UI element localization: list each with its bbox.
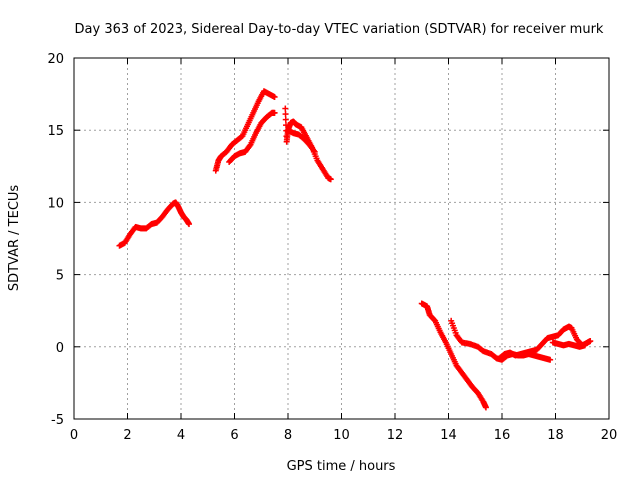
x-tick-label: 0: [70, 428, 78, 443]
x-tick-label: 2: [123, 428, 131, 443]
series-segment-1: [116, 199, 193, 249]
series-segment-5: [285, 127, 318, 155]
x-tick-label: 12: [387, 428, 404, 443]
data-point: [282, 105, 289, 112]
x-tick-label: 18: [547, 428, 564, 443]
data-point: [246, 142, 253, 149]
grid: [74, 58, 609, 419]
y-tick-label: -5: [51, 413, 64, 428]
x-tick-label: 16: [494, 428, 511, 443]
y-tick-label: 15: [47, 124, 64, 139]
series-segment-2: [212, 88, 278, 174]
data-point: [282, 111, 289, 118]
data-point: [271, 93, 278, 100]
x-tick-label: 4: [177, 428, 185, 443]
data-point: [282, 116, 289, 123]
y-tick-label: 20: [47, 52, 64, 67]
axis-ticks: 0 2 4 6 8 10 12 14 16 18 20 -5 0 5 10 15 20: [47, 52, 617, 443]
data-point: [186, 221, 193, 228]
data-point: [310, 147, 317, 154]
data-point: [547, 356, 554, 363]
y-tick-label: 5: [56, 269, 64, 284]
data-point: [327, 176, 334, 183]
data-point: [271, 109, 278, 116]
series-segment-6: [418, 300, 489, 411]
x-axis-label: GPS time / hours: [287, 459, 396, 474]
y-axis-label: SDTVAR / TECUs: [7, 185, 22, 292]
series-segment-9: [549, 339, 588, 350]
data-point: [581, 342, 588, 349]
x-tick-label: 6: [230, 428, 238, 443]
data-points: [116, 88, 594, 411]
y-tick-label: 0: [56, 341, 64, 356]
data-point: [482, 404, 489, 411]
x-tick-label: 10: [333, 428, 350, 443]
chart-title: Day 363 of 2023, Sidereal Day-to-day VTE…: [75, 22, 604, 37]
data-point: [311, 148, 318, 155]
y-tick-label: 10: [47, 196, 64, 211]
x-tick-label: 8: [284, 428, 292, 443]
x-tick-label: 14: [440, 428, 457, 443]
series-segment-3: [226, 109, 278, 165]
data-point: [587, 338, 594, 345]
x-tick-label: 20: [601, 428, 618, 443]
